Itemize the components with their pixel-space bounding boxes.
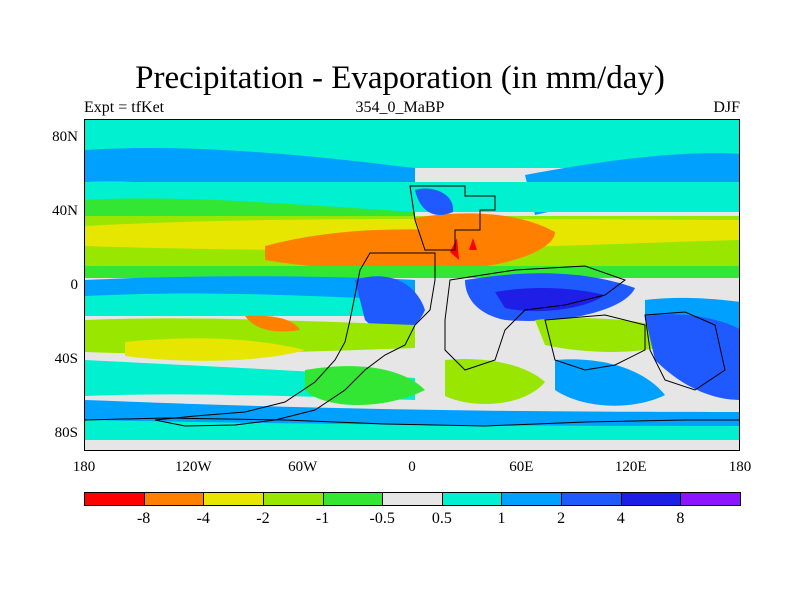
colorbar-cell bbox=[322, 492, 384, 506]
field-dry-south-orange bbox=[245, 315, 300, 332]
field-band-pole bbox=[85, 440, 739, 450]
experiment-label: Expt = tfKet bbox=[84, 99, 165, 116]
x-tick-label: 0 bbox=[408, 459, 416, 475]
colorbar-cell bbox=[84, 492, 145, 506]
field-dry-pangea-north bbox=[415, 213, 555, 270]
colorbar-label: 2 bbox=[557, 510, 566, 527]
colorbar-cell bbox=[143, 492, 205, 506]
field-band-tropics-green bbox=[85, 266, 739, 278]
x-tick-label: 60W bbox=[288, 459, 318, 475]
x-tick-label: 180 bbox=[72, 459, 96, 475]
coastline-central-pangea bbox=[444, 265, 627, 371]
field-wet-north-pangea bbox=[415, 188, 454, 216]
coastline-antarctic bbox=[85, 417, 739, 427]
x-tick-label: 120E bbox=[614, 459, 647, 475]
colorbar-label: -2 bbox=[256, 510, 270, 527]
colorbar-label: -1 bbox=[315, 510, 330, 527]
field-very-wet-tethys bbox=[495, 288, 605, 312]
x-tick-label: 180 bbox=[728, 459, 752, 475]
field-south-green bbox=[305, 366, 425, 405]
y-tick-label: 80S bbox=[54, 424, 78, 441]
pme-field-map bbox=[85, 120, 739, 450]
field-south-blue bbox=[555, 359, 665, 406]
colorbar bbox=[84, 492, 741, 506]
field-band-green-north bbox=[85, 198, 415, 220]
colorbar-label: 4 bbox=[616, 510, 625, 527]
colorbar-cell bbox=[203, 492, 264, 506]
y-tick-label: 40S bbox=[54, 350, 78, 367]
coastline-north bbox=[409, 185, 496, 251]
field-dry-pacific bbox=[265, 229, 445, 270]
field-wet-southeast bbox=[645, 314, 739, 400]
y-tick-label: 80N bbox=[52, 129, 78, 146]
colorbar-cell bbox=[382, 492, 443, 506]
season-label: DJF bbox=[713, 99, 740, 116]
x-tick-label: 120W bbox=[174, 459, 212, 475]
colorbar-label: 8 bbox=[676, 510, 685, 527]
y-tick-label: 0 bbox=[70, 277, 79, 293]
colorbar-label: 1 bbox=[497, 510, 506, 527]
colorbar-label: 0.5 bbox=[431, 510, 452, 527]
colorbar-label: -0.5 bbox=[369, 510, 395, 527]
coastline-east-block bbox=[644, 311, 726, 391]
field-south-green-2 bbox=[445, 358, 545, 405]
field-wet-pangea-west bbox=[355, 276, 425, 333]
colorbar-cell bbox=[620, 492, 682, 506]
x-tick-label: 60E bbox=[509, 459, 534, 475]
field-band-antarctic-cyan bbox=[85, 420, 739, 440]
y-tick-label: 40N bbox=[52, 203, 78, 220]
coastline-southeast bbox=[544, 314, 646, 371]
field-dry-south-yellow bbox=[125, 338, 305, 361]
colorbar-label: -8 bbox=[136, 510, 151, 527]
colorbar-label: -4 bbox=[196, 510, 210, 527]
colorbar-cell bbox=[561, 492, 622, 506]
colorbar-cell bbox=[501, 492, 563, 506]
field-itcz-west-cyan bbox=[85, 293, 415, 316]
time-period-label: 354_0_MaBP bbox=[355, 99, 445, 116]
plot-title: Precipitation - Evaporation (in mm/day) bbox=[135, 60, 665, 96]
map-plot-area bbox=[84, 119, 740, 451]
field-extreme-dry-spot-2 bbox=[469, 238, 477, 250]
colorbar-cell bbox=[262, 492, 324, 506]
colorbar-cell bbox=[441, 492, 503, 506]
coastline-west-pangea bbox=[154, 252, 436, 427]
colorbar-cell bbox=[680, 492, 741, 506]
